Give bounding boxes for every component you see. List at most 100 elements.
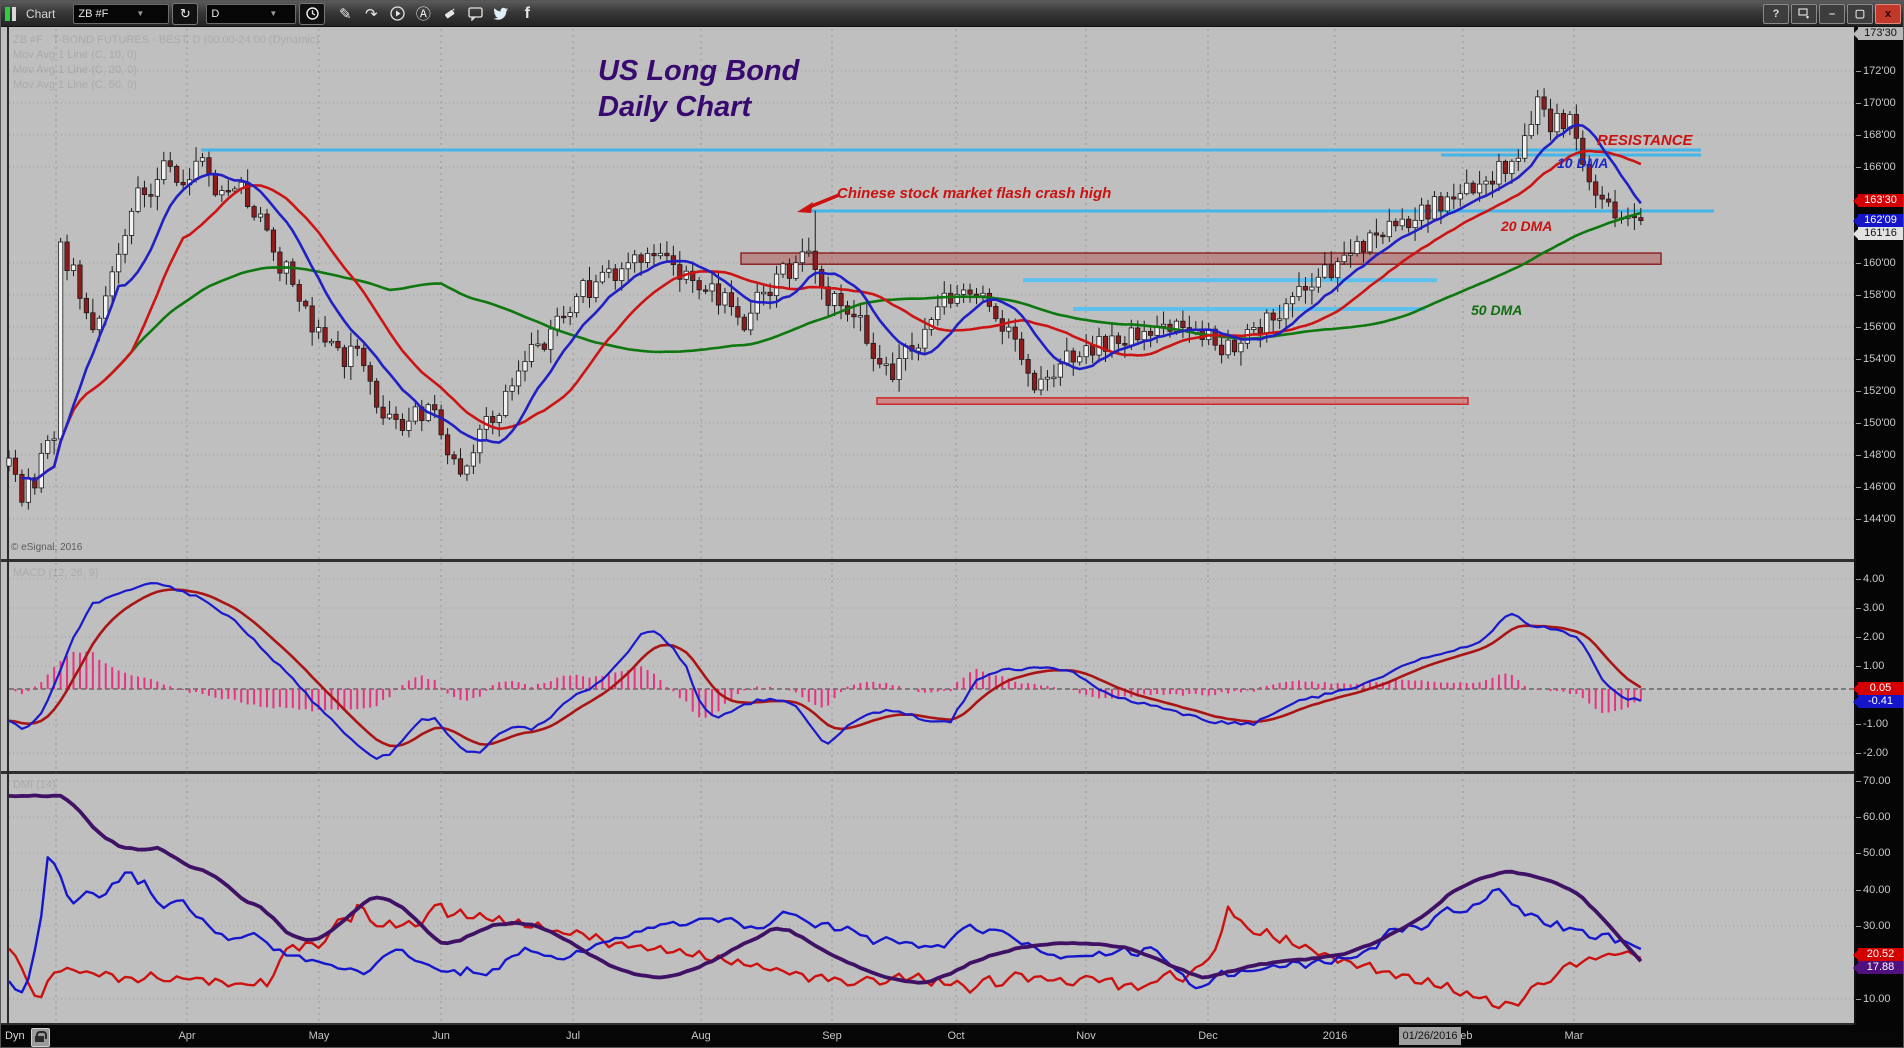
axis-tick-label: 60.00 [1856, 811, 1891, 823]
axis-tick-label: 70.00 [1856, 775, 1891, 787]
twitter-share-button[interactable] [489, 3, 513, 25]
curve-tool-button[interactable]: ↷ [359, 3, 383, 25]
interval-combo[interactable]: D ▼ [206, 3, 297, 24]
facebook-icon: f [524, 4, 530, 22]
axis-tick-label: 144'00 [1856, 513, 1896, 525]
restore-icon [1798, 8, 1809, 19]
axis-tick-label: 158'00 [1856, 289, 1896, 301]
axis-tick-label: 146'00 [1856, 481, 1896, 493]
month-label-may: May [308, 1030, 330, 1042]
dmi-panel-legend: DMI (14) [13, 779, 56, 791]
dma50-label: 50 DMA [1471, 302, 1523, 318]
resistance-label: RESISTANCE [1597, 132, 1693, 149]
legend-line: Mov Avg 1 Line (C, 50, 0) [13, 79, 137, 91]
axis-tick-label: 170'00 [1856, 97, 1896, 109]
axis-tick-label: 152'00 [1856, 385, 1896, 397]
macd-line [8, 582, 1642, 761]
axis-tick-label: -2.00 [1855, 747, 1889, 759]
chart-title: US Long Bond Daily Chart [598, 53, 799, 125]
auto-scale-button[interactable]: Ⓐ [411, 3, 435, 25]
close-icon: x [1884, 7, 1892, 20]
month-label-nov: Nov [1076, 1030, 1096, 1042]
chevron-down-icon: ▼ [136, 9, 145, 18]
help-icon: ? [1772, 7, 1780, 20]
minus-di-line [8, 902, 1642, 1010]
restore-button[interactable] [1791, 3, 1817, 24]
cursor-date-badge: 01/26/2016 [1399, 1027, 1461, 1045]
chart-plot-area[interactable] [1, 1, 1856, 1025]
month-label-2016: 2016 [1322, 1030, 1348, 1042]
toolbar: Chart ZB #F ▼ ↻ D ▼ ✎ ↷ Ⓐ f ? [1, 1, 1903, 27]
minimize-button[interactable]: – [1819, 3, 1845, 24]
supply-zone-band [740, 252, 1662, 265]
price-tag: 161'16 [1853, 227, 1903, 240]
axis-tick-label: 10.00 [1856, 993, 1891, 1005]
dyn-label: Dyn [5, 1030, 25, 1042]
chart-title-line2: Daily Chart [598, 91, 752, 123]
axis-tick-label: 148'00 [1856, 449, 1896, 461]
axis-tick-label: 40.00 [1856, 884, 1891, 896]
axis-tick-label: 172'00 [1856, 65, 1896, 77]
refresh-button[interactable]: ↻ [172, 2, 199, 25]
legend-line: Mov Avg 1 Line (C, 20, 0) [13, 64, 137, 76]
symbol-value: ZB #F [78, 7, 109, 20]
axis-tick-label: 2.00 [1855, 631, 1885, 643]
time-axis[interactable]: Dyn Apr May Jun Jul Aug Sep Oct Nov Dec 2016 Feb Ma… [1, 1025, 1903, 1047]
replay-button[interactable] [385, 3, 409, 25]
curve-arrow-icon: ↷ [365, 5, 378, 23]
refresh-icon: ↻ [179, 5, 191, 21]
price-axis[interactable]: 172'00 170'00 168'00 166'00 160'00 158'00 156'… [1853, 27, 1903, 1047]
axis-tick-label: 168'00 [1856, 129, 1896, 141]
macd-histogram [14, 651, 1642, 718]
month-label-jul: Jul [565, 1030, 581, 1042]
play-icon [390, 6, 405, 21]
axis-tick-label: 150'00 [1856, 417, 1896, 429]
window-title: Chart [26, 6, 56, 21]
legend-line: Mov Avg 1 Line (C, 10, 0) [13, 49, 137, 61]
note-tool-button[interactable] [463, 3, 487, 25]
lower-support-band [876, 397, 1469, 405]
draw-tool-button[interactable]: ✎ [333, 3, 357, 25]
close-button[interactable]: x [1875, 3, 1901, 24]
adx-line [8, 793, 1643, 985]
month-label-apr: Apr [178, 1030, 196, 1042]
facebook-share-button[interactable]: f [515, 3, 539, 25]
axis-tick-label: 1.00 [1855, 660, 1885, 672]
axis-tick-label: 160'00 [1856, 257, 1896, 269]
dma20-label: 20 DMA [1501, 218, 1553, 234]
lock-icon [36, 1031, 47, 1039]
month-label-sep: Sep [822, 1030, 842, 1042]
help-button[interactable]: ? [1763, 3, 1789, 24]
axis-tick-label: 156'00 [1856, 321, 1896, 333]
time-template-button[interactable] [299, 2, 326, 25]
axis-tick-label: 154'00 [1856, 353, 1896, 365]
price-tag: 162'09 [1853, 214, 1903, 227]
eraser-icon [445, 8, 455, 18]
axis-tick-label: 30.00 [1856, 920, 1891, 932]
symbol-combo[interactable]: ZB #F ▼ [73, 3, 170, 24]
price-tag: 20.52 [1853, 948, 1903, 961]
axis-tick-label: -1.00 [1855, 718, 1889, 730]
axis-lock-button[interactable] [31, 1028, 50, 1047]
price-tag: 0.05 [1853, 682, 1903, 695]
month-label-jun: Jun [432, 1030, 450, 1042]
month-label-mar: Mar [1564, 1030, 1584, 1042]
eraser-tool-button[interactable] [437, 3, 461, 25]
price-tag: 173'30 [1853, 27, 1903, 40]
minimize-icon: – [1828, 7, 1836, 20]
legend-line: ZB #F - T-BOND FUTURES - BEST, D (00:00-… [13, 34, 320, 46]
macd-panel-legend: MACD (12, 26, 9) [13, 567, 99, 579]
clock-icon [306, 7, 319, 20]
axis-tick-label: 166'00 [1856, 161, 1896, 173]
maximize-button[interactable]: ▢ [1847, 3, 1873, 24]
copyright-note: © eSignal, 2016 [11, 542, 83, 553]
price-tag: -0.41 [1853, 695, 1903, 708]
axis-tick-label: 4.00 [1855, 573, 1885, 585]
month-label-oct: Oct [947, 1030, 965, 1042]
plus-di-line [8, 856, 1642, 994]
red-arrow-icon [797, 193, 840, 213]
symbol-info-legend: ZB #F - T-BOND FUTURES - BEST, D (00:00-… [13, 33, 319, 93]
interval-value: D [211, 7, 220, 20]
month-label-aug: Aug [691, 1030, 711, 1042]
